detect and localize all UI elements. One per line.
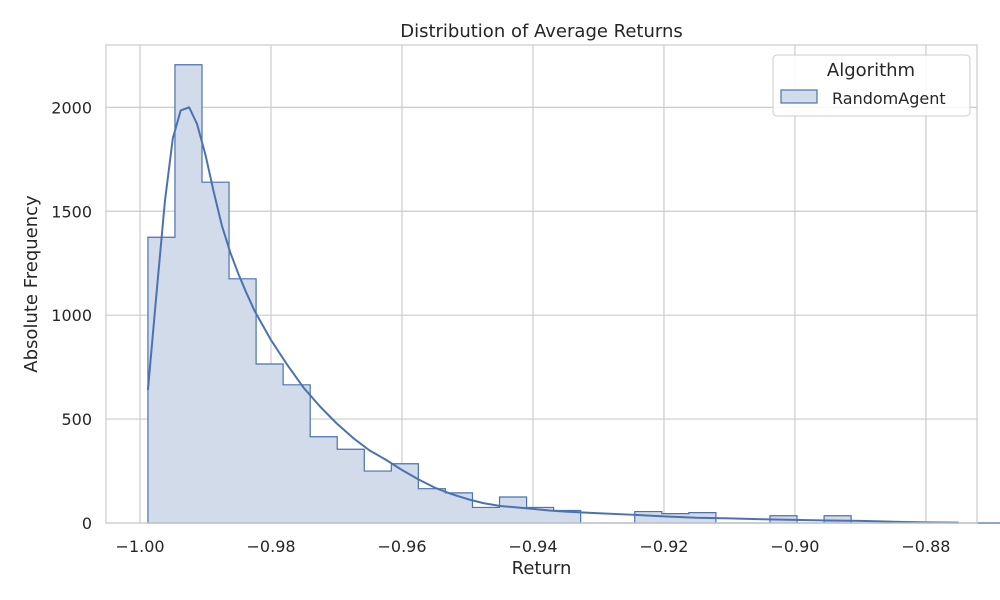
y-tick-label: 0 [82, 514, 92, 533]
y-tick-labels: 0 500 1000 1500 2000 [51, 98, 92, 533]
y-tick-label: 2000 [51, 98, 92, 117]
histogram-fill [147, 64, 1000, 524]
kde-curve [146, 106, 959, 524]
chart-title: Distribution of Average Returns [400, 21, 683, 42]
y-axis-label: Absolute Frequency [21, 195, 42, 373]
x-axis-label: Return [512, 558, 572, 579]
x-tick-label: −1.00 [116, 537, 165, 556]
legend-title: Algorithm [827, 60, 915, 81]
legend-box [772, 54, 971, 117]
x-tick-labels: −1.00 −0.98 −0.96 −0.94 −0.92 −0.90 −0.88 [116, 537, 951, 556]
y-tick-label: 1500 [51, 202, 92, 221]
x-tick-label: −0.92 [639, 537, 688, 556]
legend-entry-label: RandomAgent [832, 89, 946, 108]
kde-curve-group [146, 106, 959, 524]
legend: Algorithm RandomAgent [772, 54, 971, 117]
x-tick-label: −0.90 [770, 537, 819, 556]
y-tick-label: 500 [61, 410, 92, 429]
x-tick-label: −0.88 [901, 537, 950, 556]
x-tick-label: −0.96 [377, 537, 426, 556]
plot-frame [105, 44, 978, 524]
legend-swatch [780, 89, 818, 104]
x-tick-label: −0.94 [508, 537, 557, 556]
histogram-step-outline [147, 64, 1000, 524]
x-tick-label: −0.98 [247, 537, 296, 556]
grid [106, 45, 977, 524]
y-tick-label: 1000 [51, 306, 92, 325]
